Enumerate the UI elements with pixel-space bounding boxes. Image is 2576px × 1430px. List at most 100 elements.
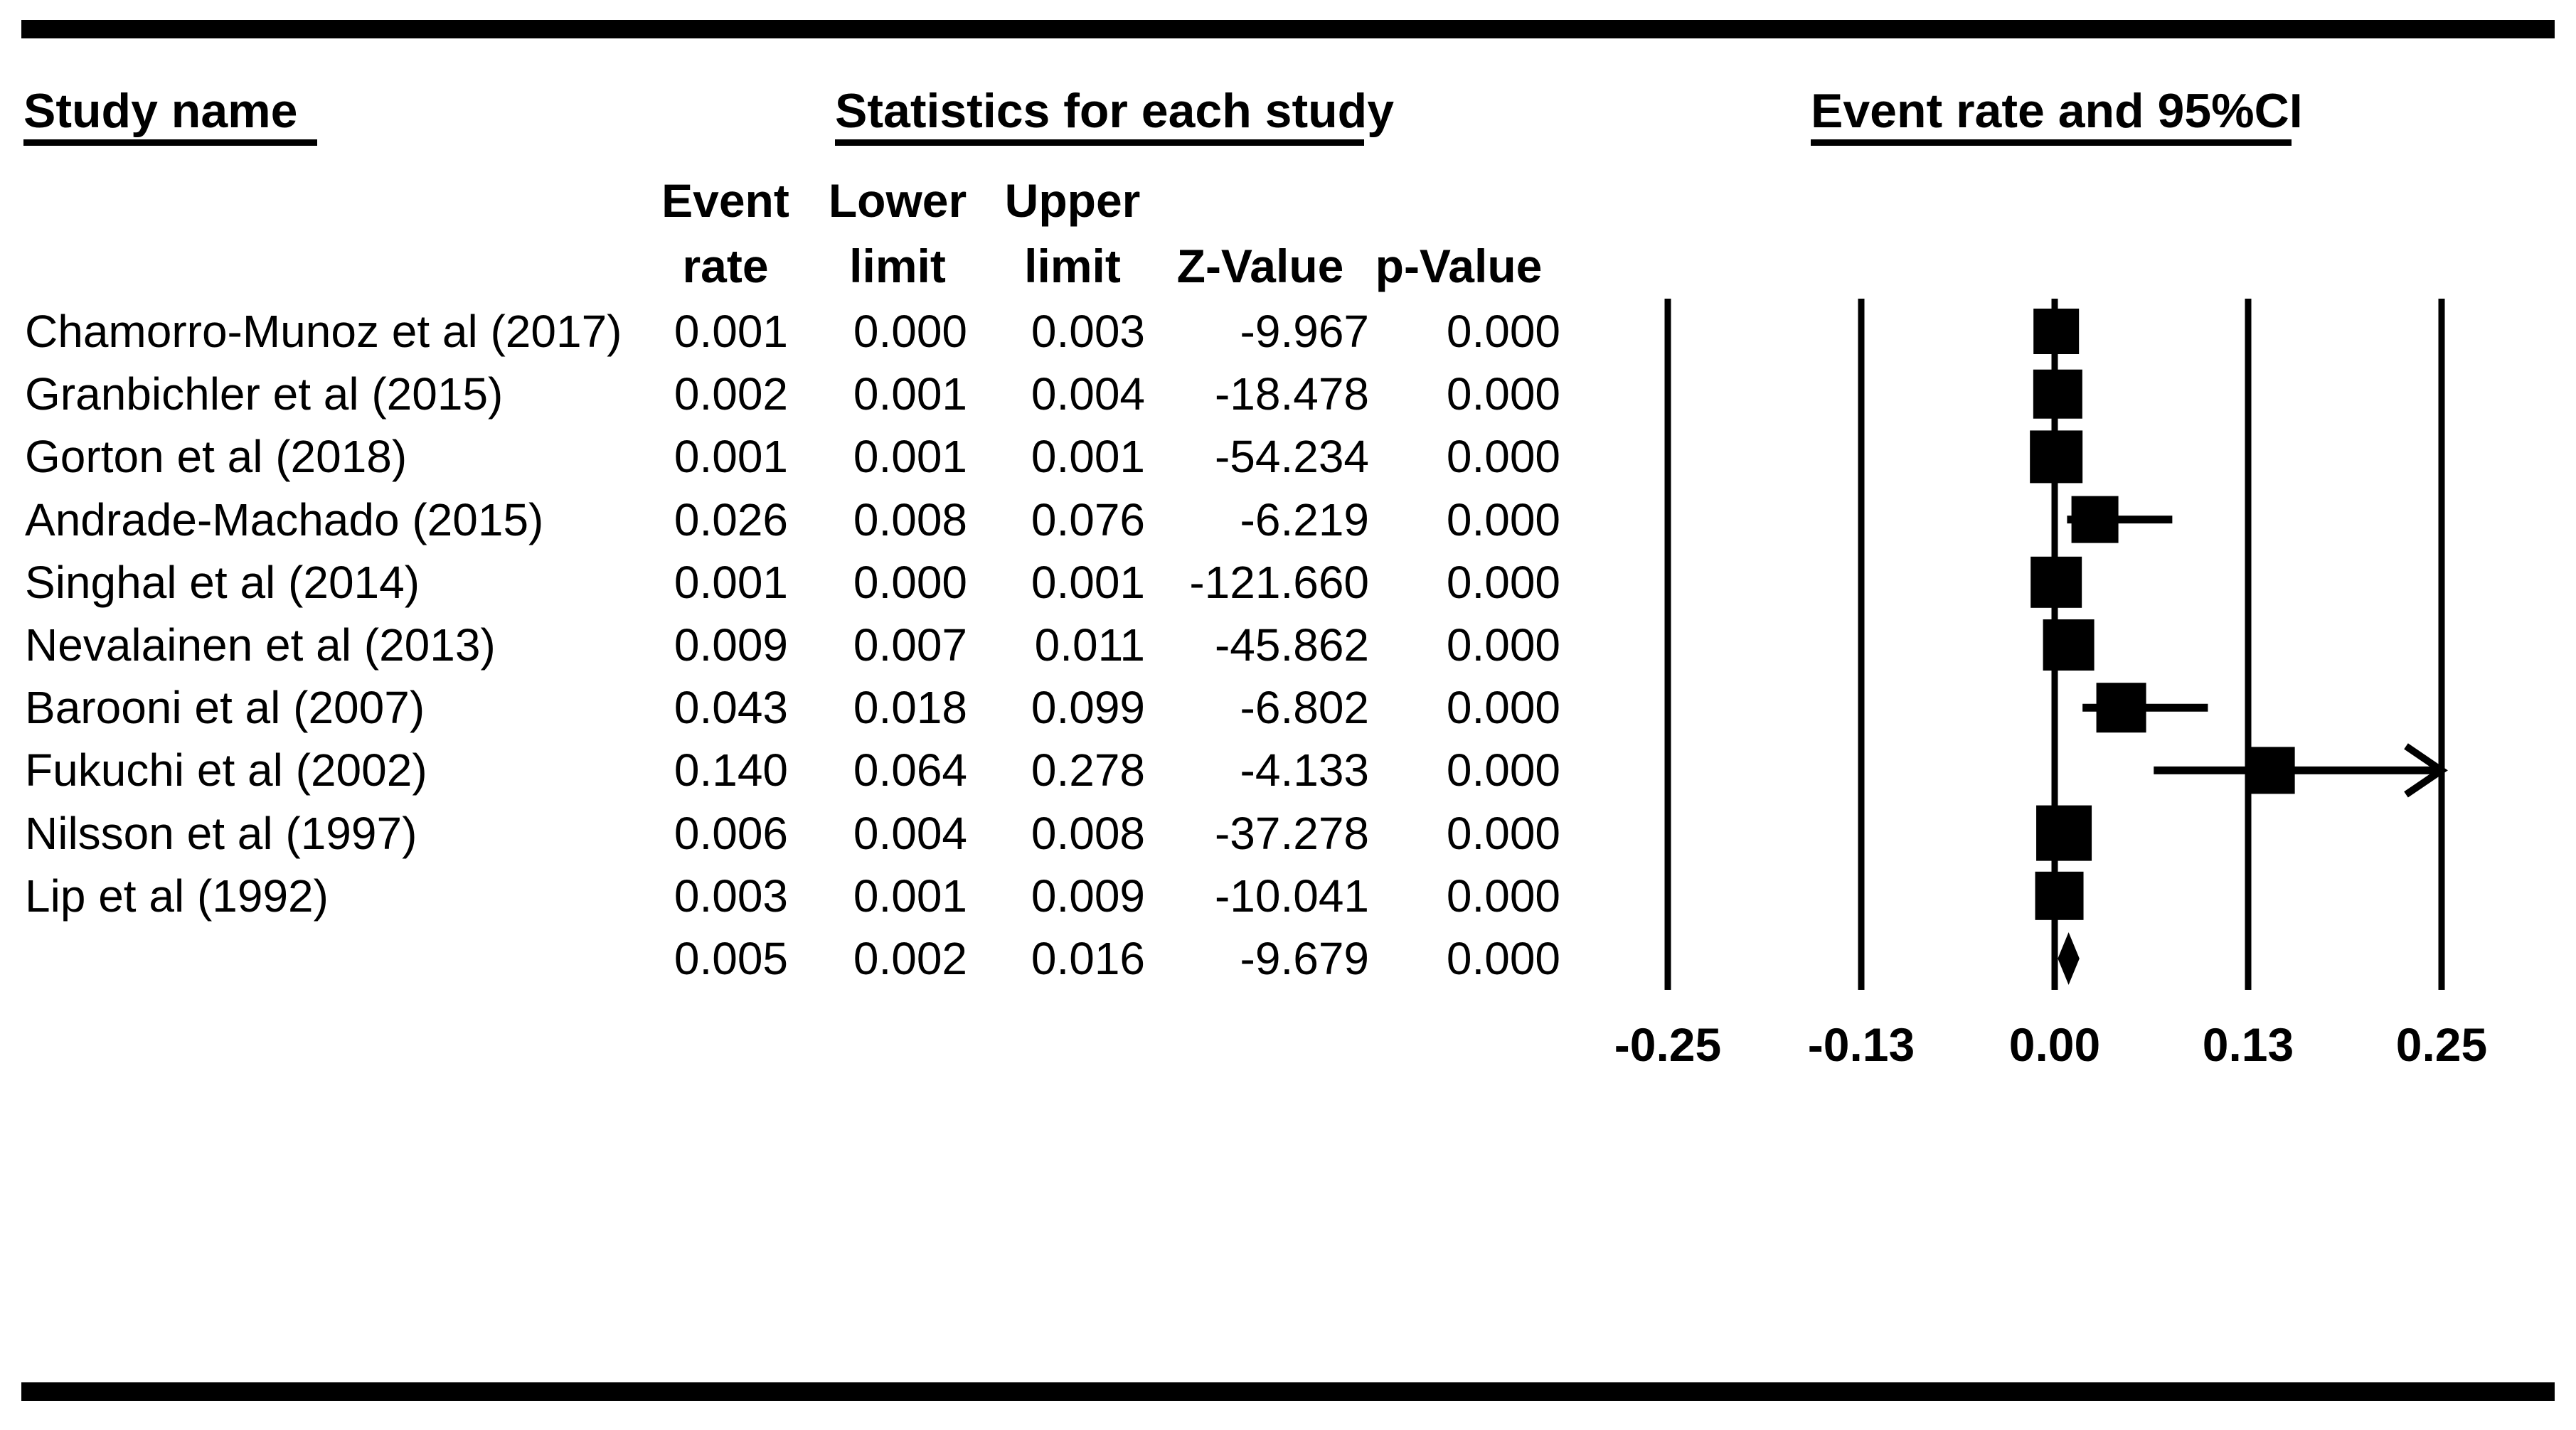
table-row: Barooni et al (2007) 0.043 0.018 0.099 -… — [0, 681, 2576, 734]
lower-limit-cell: 0.001 — [853, 431, 967, 482]
table-row: Nilsson et al (1997) 0.006 0.004 0.008 -… — [0, 807, 2576, 860]
event-rate-square — [2071, 496, 2119, 543]
upper-limit-cell: 0.003 — [1031, 306, 1145, 357]
z-value-cell: -121.660 — [1189, 557, 1369, 608]
event-rate-square — [2033, 369, 2082, 419]
event-rate-square — [2036, 805, 2092, 861]
event-rate-cell: 0.003 — [674, 870, 788, 922]
p-value-cell: 0.000 — [1446, 933, 1560, 984]
lower-limit-cell: 0.064 — [853, 745, 967, 796]
upper-limit-cell: 0.009 — [1031, 870, 1145, 922]
event-rate-cell: 0.002 — [674, 368, 788, 420]
upper-limit-cell: 0.099 — [1031, 682, 1145, 733]
p-value-cell: 0.000 — [1446, 745, 1560, 796]
study-name-cell: Nilsson et al (1997) — [25, 808, 417, 859]
lower-limit-cell: 0.001 — [853, 368, 967, 420]
p-value-cell: 0.000 — [1446, 682, 1560, 733]
study-name-cell: Nevalainen et al (2013) — [25, 619, 496, 671]
event-rate-cell: 0.005 — [674, 933, 788, 984]
event-rate-square — [2043, 619, 2095, 671]
column-header-event-rate: Event rate — [661, 174, 789, 292]
lower-limit-cell: 0.008 — [853, 494, 967, 545]
table-row: Andrade-Machado (2015) 0.026 0.008 0.076… — [0, 493, 2576, 546]
upper-limit-cell: 0.001 — [1031, 431, 1145, 482]
lower-limit-cell: 0.002 — [853, 933, 967, 984]
event-rate-square — [2035, 871, 2084, 920]
statistics-header: Statistics for each study — [835, 85, 1394, 146]
upper-limit-cell: 0.008 — [1031, 808, 1145, 859]
lower-limit-cell: 0.007 — [853, 619, 967, 671]
event-rate-cell: 0.006 — [674, 808, 788, 859]
z-value-cell: -10.041 — [1214, 870, 1369, 922]
study-name-cell: Fukuchi et al (2002) — [25, 745, 427, 796]
axis-tick-label: -0.25 — [1614, 1018, 1721, 1071]
table-row: Lip et al (1992) 0.003 0.001 0.009 -10.0… — [0, 870, 2576, 922]
axis-tick-label: 0.13 — [2203, 1018, 2294, 1071]
p-value-cell: 0.000 — [1446, 306, 1560, 357]
event-rate-square — [2096, 683, 2146, 733]
upper-limit-cell: 0.076 — [1031, 494, 1145, 545]
event-rate-cell: 0.140 — [674, 745, 788, 796]
top-rule — [21, 20, 2555, 38]
ci-arrowhead — [2404, 743, 2448, 798]
study-name-cell: Andrade-Machado (2015) — [25, 494, 544, 545]
event-rate-cell: 0.043 — [674, 682, 788, 733]
table-row: Gorton et al (2018) 0.001 0.001 0.001 -5… — [0, 430, 2576, 483]
upper-limit-cell: 0.001 — [1031, 557, 1145, 608]
lower-limit-cell: 0.000 — [853, 557, 967, 608]
z-value-cell: -6.802 — [1240, 682, 1369, 733]
study-name-cell: Chamorro-Munoz et al (2017) — [25, 306, 622, 357]
p-value-cell: 0.000 — [1446, 368, 1560, 420]
p-value-cell: 0.000 — [1446, 808, 1560, 859]
column-header-lower-limit: Lower limit — [828, 174, 967, 292]
event-rate-square — [2030, 430, 2083, 484]
study-name-cell: Singhal et al (2014) — [25, 557, 420, 608]
z-value-cell: -6.219 — [1240, 494, 1369, 545]
event-rate-ci-header: Event rate and 95%CI — [1811, 85, 2303, 146]
table-row: Chamorro-Munoz et al (2017) 0.001 0.000 … — [0, 305, 2576, 358]
column-header-upper-limit: Upper limit — [1004, 174, 1141, 292]
summary-diamond — [2058, 932, 2080, 985]
table-row: Granbichler et al (2015) 0.002 0.001 0.0… — [0, 368, 2576, 420]
z-value-cell: -54.234 — [1214, 431, 1369, 482]
column-header-z-value: Z-Value — [1176, 240, 1344, 292]
p-value-cell: 0.000 — [1446, 870, 1560, 922]
table-row: Fukuchi et al (2002) 0.140 0.064 0.278 -… — [0, 744, 2576, 796]
table-row: 0.005 0.002 0.016 -9.679 0.000 — [0, 932, 2576, 985]
p-value-cell: 0.000 — [1446, 431, 1560, 482]
z-value-cell: -4.133 — [1240, 745, 1369, 796]
event-rate-square — [2033, 309, 2080, 354]
z-value-cell: -9.679 — [1240, 933, 1369, 984]
study-name-cell: Lip et al (1992) — [25, 870, 329, 922]
study-name-header: Study name — [23, 85, 318, 146]
z-value-cell: -37.278 — [1214, 808, 1369, 859]
lower-limit-cell: 0.004 — [853, 808, 967, 859]
p-value-cell: 0.000 — [1446, 494, 1560, 545]
study-name-cell: Granbichler et al (2015) — [25, 368, 504, 420]
upper-limit-cell: 0.016 — [1031, 933, 1145, 984]
study-name-cell: Barooni et al (2007) — [25, 682, 425, 733]
event-rate-cell: 0.026 — [674, 494, 788, 545]
upper-limit-cell: 0.004 — [1031, 368, 1145, 420]
p-value-cell: 0.000 — [1446, 557, 1560, 608]
event-rate-cell: 0.001 — [674, 431, 788, 482]
event-rate-square — [2031, 556, 2082, 608]
upper-limit-cell: 0.011 — [1034, 619, 1145, 671]
axis-tick-label: 0.25 — [2396, 1018, 2487, 1071]
z-value-cell: -9.967 — [1240, 306, 1369, 357]
lower-limit-cell: 0.001 — [853, 870, 967, 922]
event-rate-square — [2247, 747, 2295, 794]
axis-tick-label: -0.13 — [1808, 1018, 1915, 1071]
table-row: Nevalainen et al (2013) 0.009 0.007 0.01… — [0, 619, 2576, 671]
event-rate-cell: 0.009 — [674, 619, 788, 671]
p-value-cell: 0.000 — [1446, 619, 1560, 671]
event-rate-cell: 0.001 — [674, 306, 788, 357]
lower-limit-cell: 0.018 — [853, 682, 967, 733]
bottom-rule — [21, 1382, 2555, 1401]
z-value-cell: -45.862 — [1214, 619, 1369, 671]
table-row: Singhal et al (2014) 0.001 0.000 0.001 -… — [0, 556, 2576, 609]
axis-tick-label: 0.00 — [2009, 1018, 2100, 1071]
